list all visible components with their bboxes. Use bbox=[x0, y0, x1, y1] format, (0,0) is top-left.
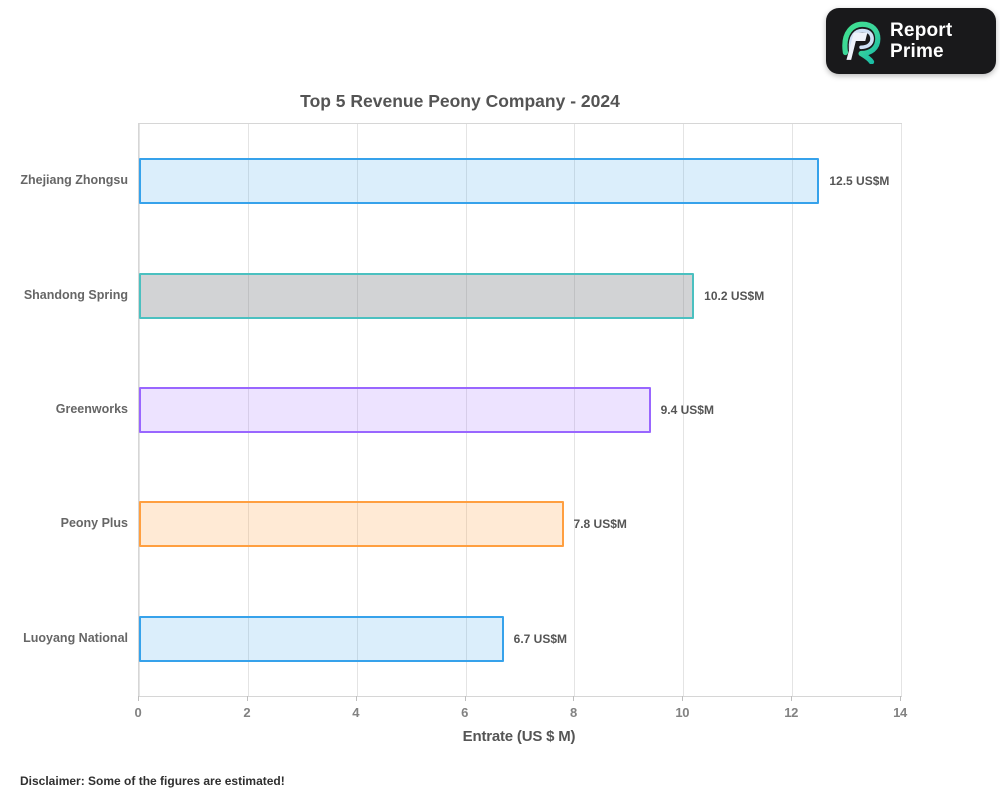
category-label-greenworks: Greenworks bbox=[55, 402, 128, 416]
x-ticklabel-12: 12 bbox=[784, 705, 799, 720]
bar-peony-plus bbox=[139, 501, 564, 548]
category-label-shandong-spring: Shandong Spring bbox=[23, 287, 128, 302]
x-tickmark-4 bbox=[355, 696, 357, 701]
logo-line2: Prime bbox=[890, 41, 944, 62]
x-tickmark-0 bbox=[138, 696, 139, 701]
x-tickmark-12 bbox=[791, 696, 793, 701]
x-ticklabel-2: 2 bbox=[243, 705, 251, 720]
gridline-x-2 bbox=[247, 124, 249, 696]
x-ticklabel-14: 14 bbox=[893, 705, 907, 720]
plot-area: 12.5 US$M 10.2 US$M 9.4 US$M 7.8 US$M 6.7 US… bbox=[138, 123, 902, 697]
x-ticklabel-8: 8 bbox=[569, 705, 577, 720]
bar-value-label: 10.2 US$M bbox=[704, 288, 765, 303]
report-prime-logo: Report Prime bbox=[826, 8, 996, 74]
bar-shandong-spring bbox=[139, 272, 695, 319]
gridline-x-4 bbox=[356, 124, 358, 696]
category-label-peony-plus: Peony Plus bbox=[60, 516, 128, 531]
x-tickmark-6 bbox=[464, 696, 466, 701]
gridline-x-10 bbox=[683, 124, 685, 696]
x-ticklabel-6: 6 bbox=[461, 705, 469, 720]
x-axis: 0 2 4 6 8 10 12 14 bbox=[134, 696, 907, 736]
bar-greenworks bbox=[139, 387, 651, 433]
x-tickmark-10 bbox=[682, 696, 684, 701]
bar-luoyang-national bbox=[139, 615, 504, 662]
y-axis-labels: Zhejiang Zhongsu Shandong Spring Greenwork… bbox=[0, 123, 128, 695]
x-ticklabel-0: 0 bbox=[134, 705, 142, 720]
gridline-x-6 bbox=[465, 124, 467, 696]
bar-value-label: 12.5 US$M bbox=[829, 174, 890, 189]
bar-value-label: 7.8 US$M bbox=[573, 517, 627, 532]
logo-line1: Report bbox=[890, 20, 953, 41]
bar-zhejiang-zhongsu bbox=[139, 158, 820, 205]
x-tickmark-2 bbox=[246, 696, 248, 701]
x-ticklabel-4: 4 bbox=[352, 705, 360, 720]
bar-value-label: 9.4 US$M bbox=[660, 403, 714, 417]
gridline-x-8 bbox=[574, 124, 576, 696]
category-label-zhejiang-zhongsu: Zhejiang Zhongsu bbox=[20, 173, 128, 188]
x-axis-title: Entrate (US $ M) bbox=[462, 728, 576, 745]
x-tickmark-8 bbox=[573, 696, 575, 701]
gridline-x-14 bbox=[901, 124, 902, 696]
category-label-luoyang-national: Luoyang National bbox=[23, 630, 128, 645]
x-ticklabel-10: 10 bbox=[675, 705, 690, 720]
chart-title: Top 5 Revenue Peony Company - 2024 bbox=[300, 91, 620, 111]
report-prime-logo-icon bbox=[842, 21, 881, 64]
gridline-x-12 bbox=[792, 124, 794, 696]
x-tickmark-14 bbox=[900, 696, 901, 701]
disclaimer-text: Disclaimer: Some of the figures are esti… bbox=[20, 774, 285, 788]
report-prime-logo-text: Report Prime bbox=[890, 20, 952, 62]
bar-value-label: 6.7 US$M bbox=[513, 631, 568, 646]
